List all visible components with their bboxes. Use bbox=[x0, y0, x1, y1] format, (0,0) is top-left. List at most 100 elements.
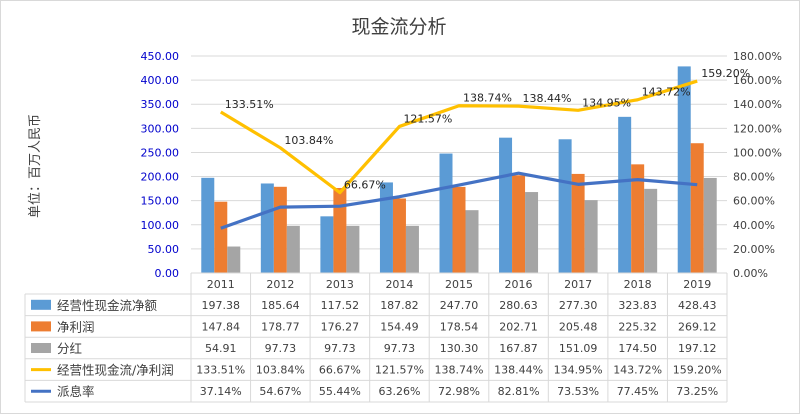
table-cell: 97.73 bbox=[324, 342, 356, 355]
data-label: 159.20% bbox=[701, 67, 750, 80]
y2-tick-label: 0.00% bbox=[733, 267, 768, 280]
legend-swatch bbox=[31, 299, 51, 310]
table-cell: 185.64 bbox=[261, 299, 300, 312]
table-cell: 176.27 bbox=[321, 320, 360, 333]
bar bbox=[618, 116, 632, 273]
bar bbox=[525, 192, 539, 273]
bar bbox=[558, 139, 572, 273]
table-cell: 72.98% bbox=[438, 385, 480, 398]
bar bbox=[690, 143, 704, 273]
y2-tick-label: 120.00% bbox=[733, 122, 782, 135]
y-tick-label: 400.00 bbox=[141, 74, 180, 87]
data-label: 103.84% bbox=[284, 134, 333, 147]
table-cell: 178.54 bbox=[440, 320, 479, 333]
bar bbox=[405, 225, 419, 273]
table-cell: 277.30 bbox=[559, 299, 598, 312]
bar bbox=[286, 225, 300, 273]
y-tick-label: 350.00 bbox=[141, 98, 180, 111]
table-cell: 82.81% bbox=[498, 385, 540, 398]
table-cell: 73.53% bbox=[557, 385, 599, 398]
y2-tick-label: 40.00% bbox=[733, 219, 775, 232]
bar bbox=[333, 187, 347, 273]
y-tick-label: 150.00 bbox=[141, 195, 180, 208]
legend-label: 净利润 bbox=[57, 319, 95, 334]
bar bbox=[703, 177, 717, 273]
table-cell: 37.14% bbox=[200, 385, 242, 398]
table-cell: 130.30 bbox=[440, 342, 479, 355]
series-line bbox=[220, 171, 698, 230]
data-label: 138.74% bbox=[463, 92, 512, 105]
data-label: 121.57% bbox=[403, 112, 452, 125]
x-tick-label: 2012 bbox=[266, 278, 294, 291]
data-label: 66.67% bbox=[344, 179, 386, 192]
table-cell: 174.50 bbox=[618, 342, 657, 355]
table-cell: 187.82 bbox=[380, 299, 419, 312]
table-cell: 134.95% bbox=[554, 364, 603, 377]
bar bbox=[392, 198, 406, 273]
y2-tick-label: 160.00% bbox=[733, 74, 782, 87]
legend-label: 派息率 bbox=[57, 384, 95, 399]
x-tick-label: 2011 bbox=[207, 278, 235, 291]
bar bbox=[320, 216, 334, 273]
bar bbox=[465, 210, 479, 273]
table-cell: 202.71 bbox=[499, 320, 538, 333]
chart-title: 现金流分析 bbox=[351, 16, 446, 38]
bar bbox=[677, 66, 691, 273]
table-cell: 117.52 bbox=[321, 299, 360, 312]
table-cell: 54.67% bbox=[259, 385, 301, 398]
data-label: 143.72% bbox=[642, 86, 691, 99]
table-cell: 280.63 bbox=[499, 299, 538, 312]
bar bbox=[499, 137, 513, 273]
table-cell: 225.32 bbox=[618, 320, 657, 333]
data-label: 133.51% bbox=[225, 98, 274, 111]
legend-swatch bbox=[31, 321, 51, 332]
table-cell: 143.72% bbox=[613, 364, 662, 377]
legend-label: 经营性现金流净额 bbox=[57, 298, 158, 313]
y-tick-label: 250.00 bbox=[141, 146, 180, 159]
table-cell: 147.84 bbox=[202, 320, 241, 333]
series-line bbox=[219, 79, 698, 195]
table-cell: 121.57% bbox=[375, 364, 424, 377]
bar bbox=[346, 225, 360, 273]
bar bbox=[452, 186, 466, 273]
bar bbox=[227, 246, 241, 273]
y-tick-label: 100.00 bbox=[141, 219, 180, 232]
table-cell: 133.51% bbox=[196, 364, 245, 377]
table-cell: 178.77 bbox=[261, 320, 300, 333]
y-axis-label: 单位：百万人民币 bbox=[28, 114, 43, 218]
bar bbox=[584, 200, 598, 273]
table-cell: 97.73 bbox=[265, 342, 297, 355]
table-cell: 138.44% bbox=[494, 364, 543, 377]
data-label: 138.44% bbox=[523, 92, 572, 105]
table-cell: 73.25% bbox=[676, 385, 718, 398]
table-cell: 269.12 bbox=[678, 320, 717, 333]
x-tick-label: 2016 bbox=[505, 278, 533, 291]
x-tick-label: 2014 bbox=[385, 278, 413, 291]
legend-swatch bbox=[31, 343, 51, 353]
table-cell: 77.45% bbox=[617, 385, 659, 398]
y2-tick-label: 100.00% bbox=[733, 146, 782, 159]
table-cell: 138.74% bbox=[435, 364, 484, 377]
bar bbox=[273, 186, 287, 273]
bar bbox=[571, 173, 585, 273]
y2-tick-label: 60.00% bbox=[733, 195, 775, 208]
y2-tick-label: 180.00% bbox=[733, 50, 782, 63]
x-tick-label: 2017 bbox=[564, 278, 592, 291]
x-tick-label: 2019 bbox=[683, 278, 711, 291]
bar bbox=[439, 153, 453, 273]
table-cell: 205.48 bbox=[559, 320, 598, 333]
table-cell: 151.09 bbox=[559, 342, 598, 355]
table-cell: 428.43 bbox=[678, 299, 717, 312]
bar bbox=[644, 188, 658, 273]
x-tick-label: 2018 bbox=[624, 278, 652, 291]
x-tick-label: 2015 bbox=[445, 278, 473, 291]
table-cell: 103.84% bbox=[256, 364, 305, 377]
table-cell: 66.67% bbox=[319, 364, 361, 377]
table-cell: 159.20% bbox=[673, 364, 722, 377]
table-cell: 247.70 bbox=[440, 299, 479, 312]
y-tick-label: 450.00 bbox=[141, 50, 180, 63]
bar bbox=[379, 182, 393, 273]
table-cell: 323.83 bbox=[618, 299, 657, 312]
